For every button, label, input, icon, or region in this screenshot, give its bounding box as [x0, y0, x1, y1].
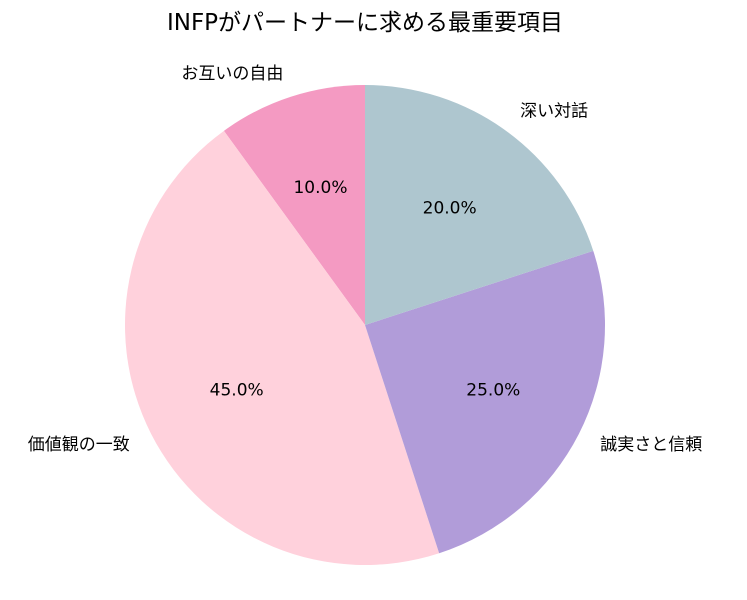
pie-pct-label-0: 10.0%	[293, 178, 347, 198]
pie-slice-3	[365, 85, 594, 325]
pie-slice-0	[223, 85, 365, 325]
pie-slices	[124, 85, 605, 565]
pie-category-label-1: 価値観の一致	[28, 435, 130, 455]
pie-category-label-3: 深い対話	[520, 101, 588, 121]
pie-slice-1	[124, 130, 440, 565]
pie-labels: 10.0% お互いの自由 45.0% 価値観の一致 25.0% 誠実さと信頼 20.0% 深い…	[28, 64, 702, 455]
pie-pct-label-2: 25.0%	[466, 380, 520, 400]
pie-pct-label-3: 20.0%	[423, 199, 477, 219]
pie-category-label-0: お互いの自由	[181, 64, 283, 84]
pie-slice-2	[365, 250, 605, 554]
pie-category-label-2: 誠実さと信頼	[600, 435, 702, 455]
chart-title: INFPがパートナーに求める最重要項目	[167, 10, 563, 36]
pie-pct-label-1: 45.0%	[210, 380, 264, 400]
